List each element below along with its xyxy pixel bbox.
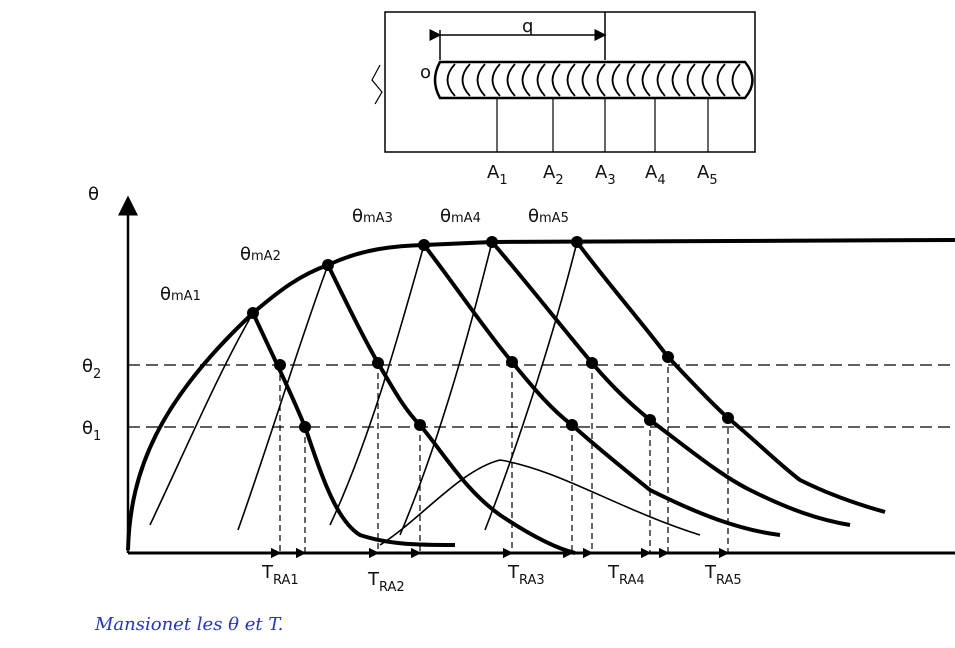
label-main: θ xyxy=(528,206,539,227)
label-main: A xyxy=(543,162,556,183)
label-main: θ xyxy=(240,244,251,265)
label-subscript: mA2 xyxy=(251,249,281,264)
length-label: q xyxy=(522,16,533,37)
label-subscript: 2 xyxy=(93,367,101,382)
level-label: θ2 xyxy=(82,356,101,382)
label-subscript: mA4 xyxy=(451,211,481,226)
label-main: A xyxy=(697,162,710,183)
label-main: θ xyxy=(440,206,451,227)
handwritten-note: Mansionet les θ et T. xyxy=(94,614,283,635)
label-subscript: RA3 xyxy=(519,573,545,588)
label-subscript: mA1 xyxy=(171,289,201,304)
label-subscript: RA5 xyxy=(716,573,742,588)
peak-label: θmA3 xyxy=(352,206,393,227)
label-main: θ xyxy=(160,284,171,305)
label-subscript: RA1 xyxy=(273,573,299,588)
label-main: θ xyxy=(82,418,93,439)
label-main: A xyxy=(645,162,658,183)
label-main: A xyxy=(487,162,500,183)
label-main: θ xyxy=(82,356,93,377)
thermal-graph: θ θ2 θ1 θmA1 θmA2 θmA3 θmA4 θmA5 TRA1 TR… xyxy=(82,184,955,595)
label-subscript: 5 xyxy=(709,173,717,188)
time-label: TRA3 xyxy=(507,562,545,588)
level-label: θ1 xyxy=(82,418,101,444)
label-subscript: RA2 xyxy=(379,580,405,595)
peak-label: θmA5 xyxy=(528,206,569,227)
point-label: A1 xyxy=(487,162,508,188)
time-label: TRA4 xyxy=(607,562,645,588)
y-axis-label: θ xyxy=(88,184,99,205)
diagram: q o A1 A2 A3 A4 A5 xyxy=(0,0,955,648)
label-subscript: 1 xyxy=(93,429,101,444)
time-label: TRA5 xyxy=(704,562,742,588)
label-main: A xyxy=(595,162,608,183)
point-label: A3 xyxy=(595,162,616,188)
weld-sketch: q o A1 A2 A3 A4 A5 xyxy=(372,12,755,188)
point-label: A2 xyxy=(543,162,564,188)
point-label: A5 xyxy=(697,162,718,188)
peak-label: θmA4 xyxy=(440,206,481,227)
label-subscript: mA5 xyxy=(539,211,569,226)
peak-label: θmA1 xyxy=(160,284,201,305)
label-subscript: 1 xyxy=(499,173,507,188)
label-subscript: 4 xyxy=(657,173,665,188)
label-subscript: mA3 xyxy=(363,211,393,226)
time-label: TRA2 xyxy=(367,569,405,595)
label-subscript: 2 xyxy=(555,173,563,188)
peak-label: θmA2 xyxy=(240,244,281,265)
point-label: A4 xyxy=(645,162,666,188)
label-main: θ xyxy=(352,206,363,227)
label-subscript: RA4 xyxy=(619,573,645,588)
time-label: TRA1 xyxy=(261,562,299,588)
label-subscript: 3 xyxy=(607,173,615,188)
origin-label: o xyxy=(420,62,431,83)
